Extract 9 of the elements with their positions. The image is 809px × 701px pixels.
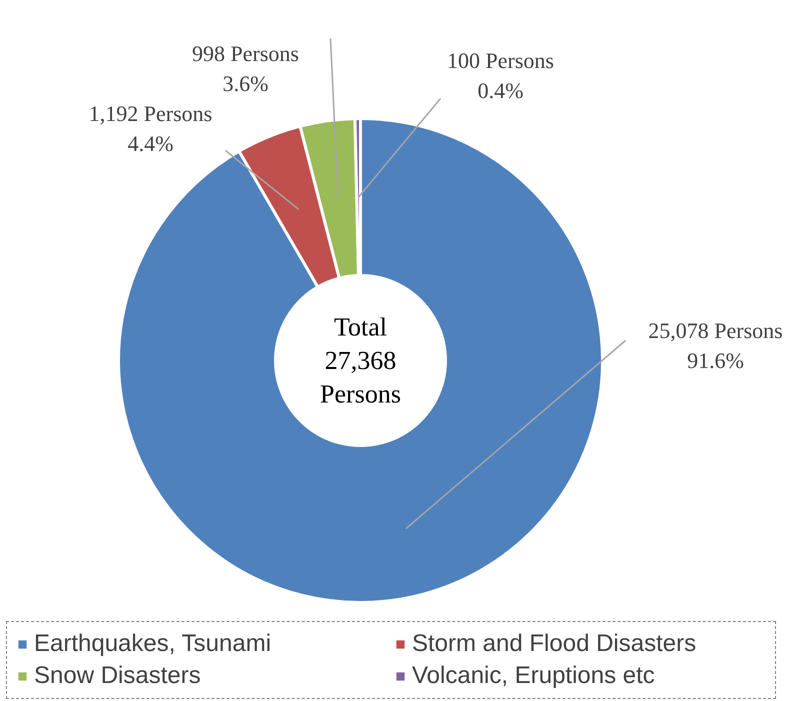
legend-label: Snow Disasters — [34, 662, 202, 690]
data-label: 998 Persons 3.6% — [192, 41, 299, 96]
legend-label: Volcanic, Eruptions etc — [412, 662, 656, 690]
text: Total 27,368 Persons — [320, 312, 401, 408]
data-label: 25,078 Persons 91.6% — [648, 318, 783, 373]
legend-label: Storm and Flood Disasters — [412, 630, 698, 658]
data-label: 1,192 Persons 4.4% — [88, 101, 212, 156]
data-label: 100 Persons 0.4% — [447, 48, 554, 103]
legend-label: Earthquakes, Tsunami — [34, 630, 272, 658]
